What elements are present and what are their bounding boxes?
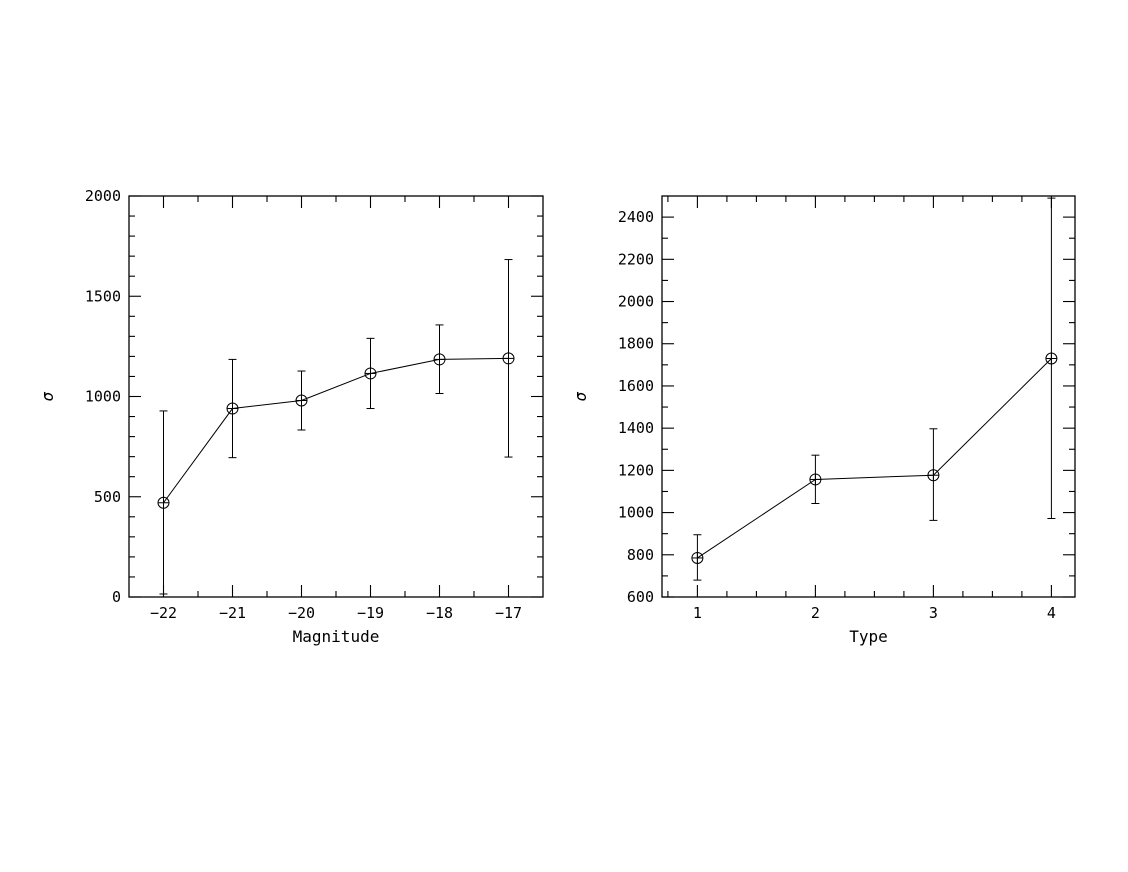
data-point bbox=[502, 352, 515, 365]
y-axis-label: σ bbox=[38, 391, 57, 401]
data-point bbox=[295, 394, 308, 407]
x-tick-label: −22 bbox=[150, 604, 177, 622]
y-tick-label: 1000 bbox=[618, 504, 654, 522]
data-point bbox=[927, 469, 940, 482]
y-tick-label: 2000 bbox=[618, 293, 654, 311]
data-point bbox=[809, 473, 822, 486]
x-tick-label: −19 bbox=[357, 604, 384, 622]
y-tick-label: 500 bbox=[94, 488, 121, 506]
x-tick-label: 3 bbox=[929, 604, 938, 622]
y-tick-label: 2400 bbox=[618, 208, 654, 226]
data-point bbox=[1045, 352, 1058, 365]
x-tick-label: 1 bbox=[693, 604, 702, 622]
chart-panel-1: −22 −21 −20 −19 −18 −17 0 500 1000 1500 2000 Magnit… bbox=[38, 187, 544, 646]
y-tick-label: 2000 bbox=[85, 187, 121, 205]
x-tick-label: 4 bbox=[1047, 604, 1056, 622]
x-axis-label: Magnitude bbox=[293, 627, 380, 646]
y-tick-label: 1200 bbox=[618, 461, 654, 479]
y-tick-label: 2200 bbox=[618, 250, 654, 268]
y-tick-label: 1600 bbox=[618, 377, 654, 395]
plot-frame bbox=[661, 195, 1076, 598]
series-line bbox=[163, 357, 509, 504]
x-axis-label: Type bbox=[849, 627, 888, 646]
x-tick-label: −21 bbox=[219, 604, 246, 622]
y-tick-label: 1400 bbox=[618, 419, 654, 437]
data-point bbox=[226, 402, 239, 415]
y-tick-label: 600 bbox=[627, 588, 654, 606]
data-point bbox=[433, 353, 446, 366]
y-tick-label: 1500 bbox=[85, 287, 121, 305]
x-tick-label: −20 bbox=[288, 604, 315, 622]
y-tick-label: 1000 bbox=[85, 388, 121, 406]
chart-panel-2: 1 2 3 4 600 800 1000 1200 1400 1600 1800 2000 2200 24… bbox=[571, 195, 1076, 646]
data-point bbox=[691, 551, 704, 564]
x-tick-label: −17 bbox=[495, 604, 522, 622]
series-line bbox=[697, 358, 1052, 559]
y-tick-label: 0 bbox=[112, 588, 121, 606]
plot-frame bbox=[128, 195, 544, 598]
y-tick-label: 800 bbox=[627, 546, 654, 564]
data-point bbox=[364, 367, 377, 380]
y-axis-label: σ bbox=[571, 391, 590, 401]
x-tick-label: 2 bbox=[811, 604, 820, 622]
data-point bbox=[157, 496, 170, 509]
x-tick-label: −18 bbox=[426, 604, 453, 622]
y-tick-label: 1800 bbox=[618, 335, 654, 353]
